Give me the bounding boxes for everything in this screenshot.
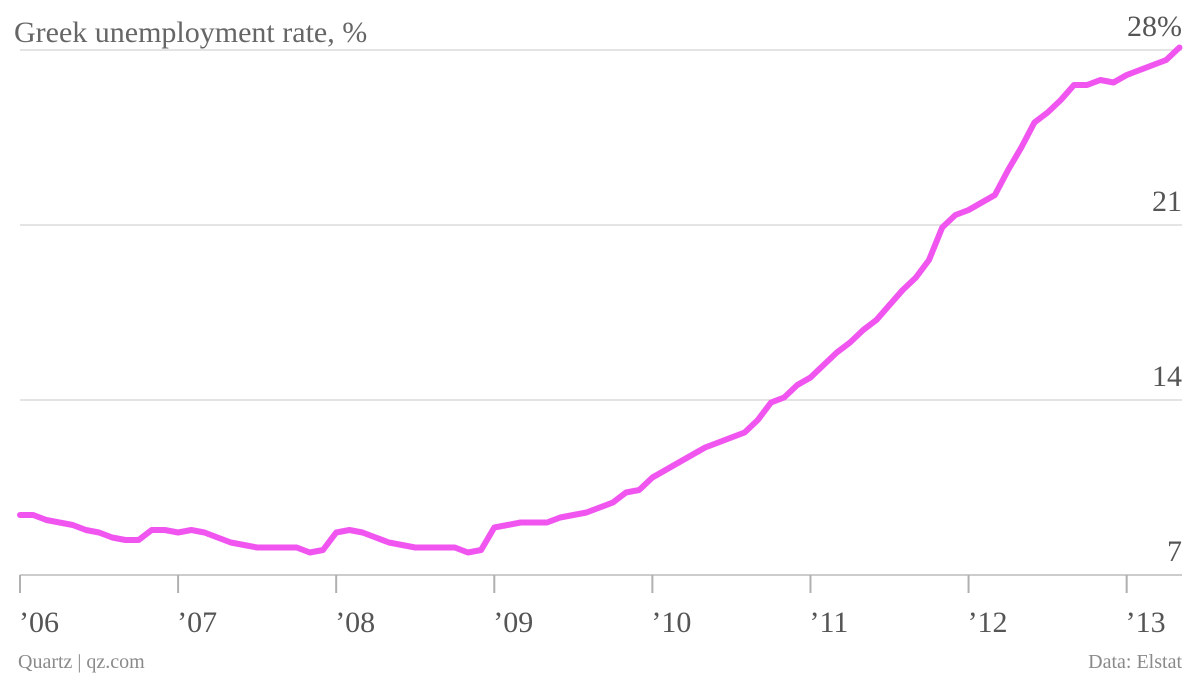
- x-tick-label: ’06: [19, 606, 59, 639]
- x-axis-ticks: ’06 ’07 ’08 ’09 ’10 ’11 ’12 ’13: [19, 575, 1166, 639]
- y-tick-label: 14: [1152, 360, 1182, 393]
- y-axis-tick-labels: 7 14 21 28%: [1127, 10, 1182, 568]
- source-credit: Quartz | qz.com: [18, 651, 145, 673]
- data-source: Data: Elstat: [1088, 651, 1182, 673]
- series-layer: [17, 44, 1183, 556]
- x-tick-label: ’13: [1126, 606, 1166, 639]
- chart-title: Greek unemployment rate, %: [14, 16, 367, 49]
- x-tick-label: ’07: [177, 606, 217, 639]
- y-tick-label: 28%: [1127, 10, 1182, 43]
- y-tick-label: 21: [1152, 185, 1182, 218]
- y-tick-label: 7: [1167, 535, 1182, 568]
- x-tick-label: ’12: [968, 606, 1008, 639]
- gridlines: [20, 49, 1182, 401]
- x-tick-label: ’08: [335, 606, 375, 639]
- x-tick-label: ’09: [493, 606, 533, 639]
- x-tick-label: ’11: [809, 606, 848, 639]
- series-line-unemployment: [17, 44, 1183, 556]
- x-tick-label: ’10: [651, 606, 691, 639]
